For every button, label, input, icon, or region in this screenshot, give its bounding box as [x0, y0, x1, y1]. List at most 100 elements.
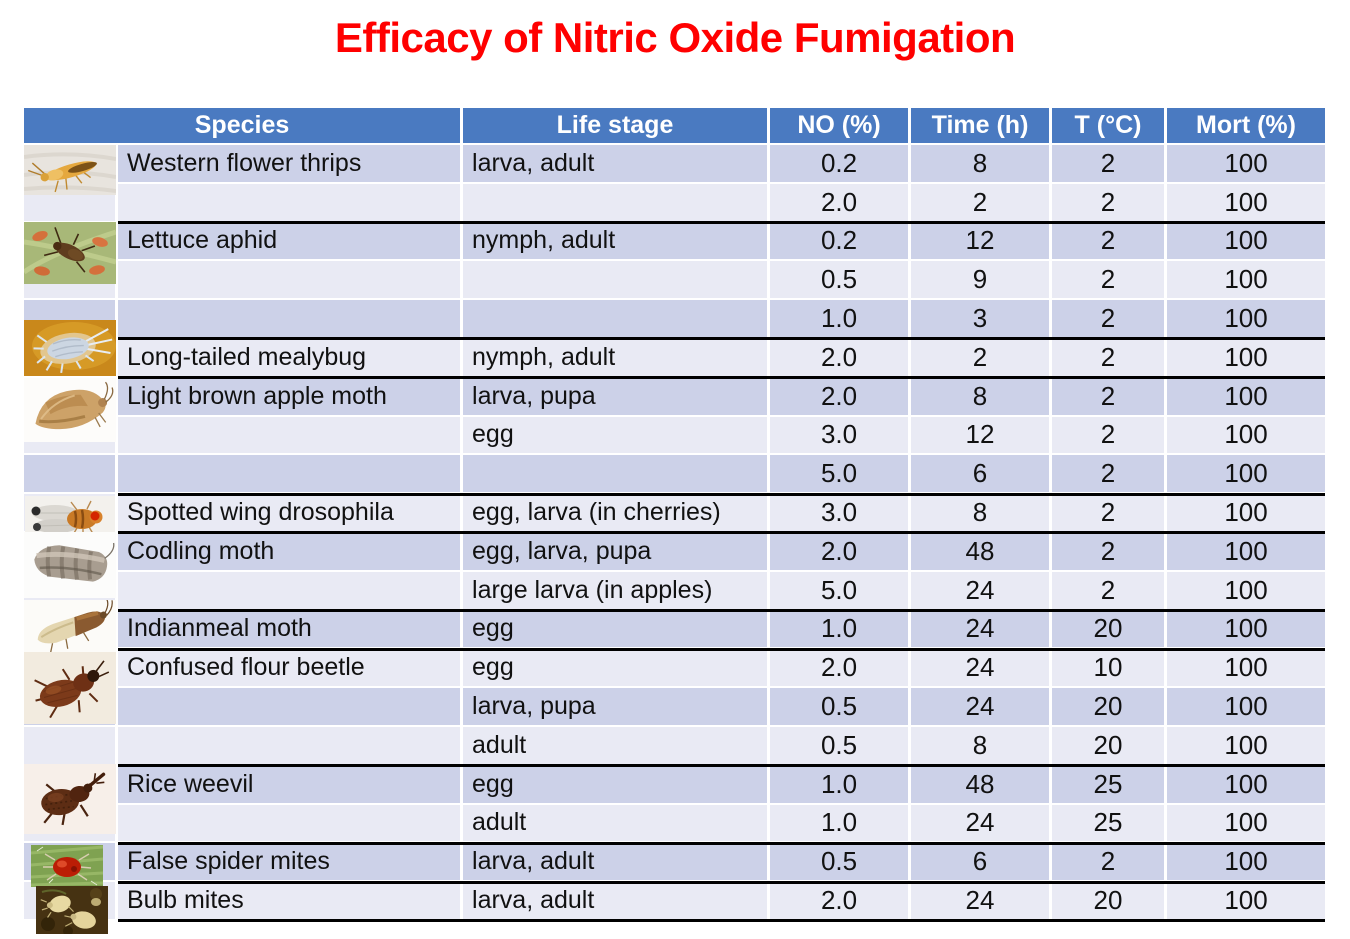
- species-group-separator-line: [118, 337, 1326, 341]
- no-cell: 0.5: [770, 726, 912, 766]
- life-stage-cell: larva, adult: [463, 843, 771, 883]
- life-stage-cell: egg: [463, 649, 771, 689]
- col-header-species: Species: [24, 108, 464, 145]
- time-cell: 8: [911, 377, 1053, 417]
- lettuce-aphid-icon: [22, 222, 117, 284]
- mort-cell: 100: [1167, 183, 1326, 223]
- col-header-life-stage: Life stage: [463, 108, 771, 145]
- life-stage-cell: larva, pupa: [463, 377, 771, 417]
- species-group-separator-line: [118, 841, 1326, 845]
- species-cell: Confused flour beetle: [118, 649, 464, 689]
- temp-cell: 2: [1052, 222, 1168, 262]
- photo-light-brown-apple-moth: [24, 378, 116, 442]
- col-header-time: Time (h): [911, 108, 1053, 145]
- photo-codling-moth: [24, 532, 116, 598]
- species-group-separator-line: [118, 609, 1326, 613]
- table-row: large larva (in apples) 5.0 24 2 100: [24, 571, 1326, 611]
- photo-rice-weevil: [24, 764, 116, 834]
- mort-cell: 100: [1167, 843, 1326, 883]
- time-cell: 2: [911, 338, 1053, 378]
- time-cell: 2: [911, 183, 1053, 223]
- species-group-separator-line: [118, 376, 1326, 380]
- confused-flour-beetle-icon: [24, 652, 116, 724]
- life-stage-cell: larva, adult: [463, 145, 771, 184]
- species-cell: False spider mites: [118, 843, 464, 883]
- species-cell: Bulb mites: [118, 882, 464, 921]
- species-group-separator-line: [118, 492, 1326, 496]
- no-cell: 0.2: [770, 145, 912, 184]
- codling-moth-icon: [24, 532, 116, 598]
- mort-cell: 100: [1167, 765, 1326, 805]
- mort-cell: 100: [1167, 222, 1326, 262]
- no-cell: 3.0: [770, 494, 912, 533]
- temp-cell: 20: [1052, 688, 1168, 727]
- header-row: Species Life stage NO (%) Time (h) T (°C…: [24, 108, 1326, 145]
- species-cell: [118, 688, 464, 727]
- life-stage-cell: [463, 300, 771, 339]
- photo-false-spider-mites: [30, 845, 104, 887]
- species-group-separator-line: [118, 764, 1326, 768]
- species-cell: [118, 804, 464, 844]
- time-cell: 48: [911, 765, 1053, 805]
- mort-cell: 100: [1167, 145, 1326, 184]
- mort-cell: 100: [1167, 571, 1326, 611]
- bulb-mites-icon: [36, 886, 108, 936]
- species-cell: [118, 571, 464, 611]
- photo-lettuce-aphid: [22, 222, 117, 284]
- no-cell: 3.0: [770, 416, 912, 456]
- species-cell: [118, 726, 464, 766]
- mort-cell: 100: [1167, 455, 1326, 495]
- no-cell: 1.0: [770, 765, 912, 805]
- table-body: Western flower thrips larva, adult 0.2 8 2 10…: [24, 145, 1326, 921]
- light-brown-apple-moth-icon: [24, 378, 116, 442]
- mort-cell: 100: [1167, 416, 1326, 456]
- time-cell: 12: [911, 416, 1053, 456]
- temp-cell: 2: [1052, 455, 1168, 495]
- table-row: Western flower thrips larva, adult 0.2 8 2 10…: [24, 145, 1326, 184]
- table-row: 2.0 2 2 100: [24, 183, 1326, 223]
- life-stage-cell: egg: [463, 416, 771, 456]
- photo-cell: [24, 726, 118, 766]
- table-row: Spotted wing drosophila egg, larva (in ch…: [24, 494, 1326, 533]
- no-cell: 5.0: [770, 571, 912, 611]
- temp-cell: 25: [1052, 804, 1168, 844]
- life-stage-cell: egg: [463, 610, 771, 650]
- temp-cell: 2: [1052, 416, 1168, 456]
- indianmeal-moth-icon: [24, 596, 116, 654]
- no-cell: 0.5: [770, 843, 912, 883]
- species-group-separator-line: [118, 531, 1326, 535]
- species-cell: [118, 416, 464, 456]
- mort-cell: 100: [1167, 649, 1326, 689]
- no-cell: 1.0: [770, 804, 912, 844]
- time-cell: 8: [911, 494, 1053, 533]
- no-cell: 2.0: [770, 882, 912, 921]
- time-cell: 24: [911, 882, 1053, 921]
- no-cell: 2.0: [770, 183, 912, 223]
- no-cell: 2.0: [770, 338, 912, 378]
- time-cell: 6: [911, 455, 1053, 495]
- table-row: 5.0 6 2 100: [24, 455, 1326, 495]
- table-row: Rice weevil egg 1.0 48 25 100: [24, 765, 1326, 805]
- life-stage-cell: larva, pupa: [463, 688, 771, 727]
- temp-cell: 2: [1052, 843, 1168, 883]
- time-cell: 8: [911, 145, 1053, 184]
- col-header-mortality: Mort (%): [1167, 108, 1326, 145]
- photo-long-tailed-mealybug: [24, 320, 116, 376]
- photo-bulb-mites: [36, 886, 108, 936]
- mort-cell: 100: [1167, 882, 1326, 921]
- mort-cell: 100: [1167, 300, 1326, 339]
- temp-cell: 2: [1052, 532, 1168, 572]
- mort-cell: 100: [1167, 338, 1326, 378]
- temp-cell: 2: [1052, 377, 1168, 417]
- species-cell: Codling moth: [118, 532, 464, 572]
- mort-cell: 100: [1167, 377, 1326, 417]
- mort-cell: 100: [1167, 804, 1326, 844]
- false-spider-mites-icon: [30, 845, 104, 887]
- time-cell: 6: [911, 843, 1053, 883]
- time-cell: 24: [911, 649, 1053, 689]
- photo-cell: [24, 455, 118, 495]
- life-stage-cell: [463, 261, 771, 301]
- western-flower-thrips-icon: [23, 145, 117, 195]
- temp-cell: 2: [1052, 338, 1168, 378]
